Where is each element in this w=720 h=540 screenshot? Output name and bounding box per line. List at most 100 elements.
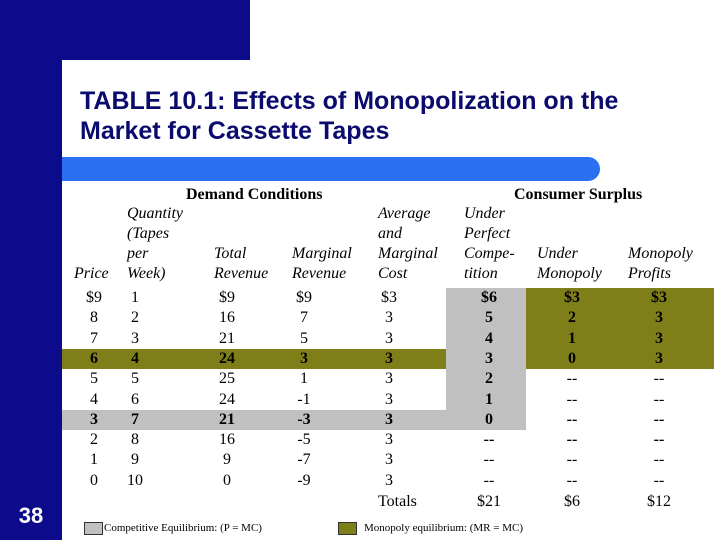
competitive-legend-swatch xyxy=(84,522,103,535)
column-header-cost-line: Marginal xyxy=(378,245,438,262)
table-cell-total_revenue: 24 xyxy=(219,390,235,408)
table-cell-perfect: 3 xyxy=(485,349,493,367)
table-cell-perfect: 1 xyxy=(485,390,493,408)
table-cell-total_revenue: 25 xyxy=(219,370,235,388)
table-cell-profits: -- xyxy=(653,390,665,408)
column-header-quantity-line: per xyxy=(127,245,149,262)
table-cell-marginal_revenue: 5 xyxy=(300,329,308,347)
table-cell-quantity: 9 xyxy=(131,451,139,469)
totals-monopoly: $6 xyxy=(564,493,580,510)
totals-label: Totals xyxy=(378,493,417,510)
table-cell-marginal_revenue: -9 xyxy=(297,471,311,489)
table-cell-cost: 3 xyxy=(385,451,393,469)
table-cell-quantity: 2 xyxy=(131,309,139,327)
table-cell-quantity: 1 xyxy=(131,289,139,306)
table-cell-total_revenue: 0 xyxy=(223,471,231,489)
column-header-cost-line: Average xyxy=(378,205,431,222)
perfect-competition-column-band xyxy=(446,288,526,431)
table-cell-cost: 3 xyxy=(385,309,393,327)
table-cell-profits: 3 xyxy=(655,349,663,367)
table-cell-cost: 3 xyxy=(385,471,393,489)
table-cell-cost: 3 xyxy=(385,431,393,449)
table-cell-price: 0 xyxy=(90,471,98,489)
table-cell-total_revenue: 24 xyxy=(219,349,235,367)
column-header-marginal_revenue-line: Marginal xyxy=(292,245,352,262)
table-cell-perfect: -- xyxy=(483,471,495,489)
column-header-quantity-line: (Tapes xyxy=(127,225,170,242)
table-cell-perfect: -- xyxy=(483,431,495,449)
column-header-monopoly-line: Monopoly xyxy=(537,265,602,282)
table-cell-quantity: 4 xyxy=(131,349,139,367)
column-header-profits-line: Profits xyxy=(628,265,671,282)
table-cell-monopoly: 0 xyxy=(568,349,576,367)
table-cell-profits: 3 xyxy=(655,329,663,347)
table-cell-perfect: $6 xyxy=(481,289,497,306)
competitive-equilibrium-row-band xyxy=(62,409,526,431)
column-header-perfect-line: tition xyxy=(464,265,498,282)
title-accent-bar xyxy=(62,157,600,181)
table-cell-profits: -- xyxy=(653,370,665,388)
table-cell-monopoly: -- xyxy=(566,410,578,428)
table-cell-total_revenue: $9 xyxy=(219,289,235,306)
table-cell-profits: -- xyxy=(653,431,665,449)
table-cell-perfect: 5 xyxy=(485,309,493,327)
table-cell-total_revenue: 9 xyxy=(223,451,231,469)
table-cell-profits: $3 xyxy=(651,289,667,306)
table-cell-price: 1 xyxy=(90,451,98,469)
consumer-surplus-column-band xyxy=(526,288,714,370)
slide-number: 38 xyxy=(18,503,44,528)
demand-conditions-header: Demand Conditions xyxy=(186,186,323,203)
table-cell-profits: -- xyxy=(653,451,665,469)
column-header-perfect-line: Under xyxy=(464,205,505,222)
table-cell-cost: $3 xyxy=(381,289,397,306)
table-cell-monopoly: -- xyxy=(566,451,578,469)
table-cell-price: 7 xyxy=(90,329,98,347)
table-cell-quantity: 3 xyxy=(131,329,139,347)
table-cell-cost: 3 xyxy=(385,410,393,428)
table-cell-perfect: 0 xyxy=(485,410,493,428)
column-header-cost-line: Cost xyxy=(378,265,408,282)
table-cell-profits: -- xyxy=(653,410,665,428)
monopoly-legend-label: Monopoly equilibrium: (MR = MC) xyxy=(364,522,523,534)
table-cell-profits: 3 xyxy=(655,309,663,327)
table-cell-quantity: 7 xyxy=(131,410,139,428)
table-cell-monopoly: -- xyxy=(566,471,578,489)
table-cell-monopoly: 1 xyxy=(568,329,576,347)
column-header-profits-line: Monopoly xyxy=(628,245,693,262)
column-header-perfect-line: Perfect xyxy=(464,225,511,242)
column-header-marginal_revenue-line: Revenue xyxy=(292,265,347,282)
column-header-quantity-line: Week) xyxy=(127,265,166,282)
consumer-surplus-header: Consumer Surplus xyxy=(514,186,643,203)
table-cell-price: 8 xyxy=(90,309,98,327)
table-cell-total_revenue: 16 xyxy=(219,309,235,327)
table-cell-price: 3 xyxy=(90,410,98,428)
table-cell-monopoly: -- xyxy=(566,431,578,449)
table-cell-monopoly: $3 xyxy=(564,289,580,306)
table-cell-total_revenue: 21 xyxy=(219,329,235,347)
table-cell-monopoly: -- xyxy=(566,390,578,408)
table-cell-marginal_revenue: -7 xyxy=(297,451,311,469)
monopoly-equilibrium-row-band xyxy=(62,348,526,370)
table-cell-price: 4 xyxy=(90,390,98,408)
table-cell-monopoly: 2 xyxy=(568,309,576,327)
column-header-cost-line: and xyxy=(378,225,402,242)
table-cell-price: $9 xyxy=(86,289,102,306)
table-cell-monopoly: -- xyxy=(566,370,578,388)
table-cell-total_revenue: 16 xyxy=(219,431,235,449)
table-cell-price: 5 xyxy=(90,370,98,388)
column-header-perfect-line: Compe- xyxy=(464,245,515,262)
table-cell-price: 2 xyxy=(90,431,98,449)
table-cell-marginal_revenue: 1 xyxy=(300,370,308,388)
table-cell-marginal_revenue: $9 xyxy=(296,289,312,306)
table-cell-perfect: -- xyxy=(483,451,495,469)
table-cell-quantity: 8 xyxy=(131,431,139,449)
table-cell-profits: -- xyxy=(653,471,665,489)
table-cell-price: 6 xyxy=(90,349,98,367)
totals-profits: $12 xyxy=(647,493,671,510)
table-cell-perfect: 2 xyxy=(485,370,493,388)
table-cell-cost: 3 xyxy=(385,390,393,408)
column-header-monopoly-line: Under xyxy=(537,245,578,262)
competitive-legend-label: Competitive Equilibrium: (P = MC) xyxy=(104,522,262,534)
table-cell-marginal_revenue: -3 xyxy=(297,410,311,428)
table-cell-marginal_revenue: -1 xyxy=(297,390,311,408)
